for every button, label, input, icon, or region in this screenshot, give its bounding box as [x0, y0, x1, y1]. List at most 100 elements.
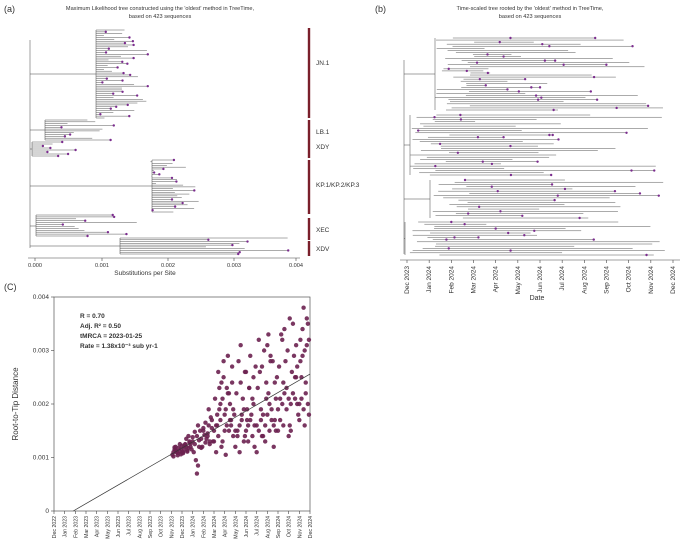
clade-label-kp: KP.1/KP.2/KP.3: [316, 182, 360, 189]
data-point: [171, 454, 176, 459]
y-tick-label: 0.002: [33, 401, 50, 408]
data-point: [286, 396, 291, 401]
x-tick-label-c: Jul 2023: [127, 516, 133, 536]
data-point: [226, 391, 232, 396]
data-point: [299, 396, 304, 401]
tree-b-tip: [450, 220, 453, 224]
tree-b-tip: [562, 63, 565, 66]
x-tick-label-c: Nov 2023: [169, 516, 175, 538]
tree-b-tip: [486, 53, 489, 56]
panel-a: (a) Maximum Likelihood tree constructed …: [4, 4, 360, 277]
x-tick-label-c: Feb 2023: [73, 516, 79, 538]
data-point: [248, 353, 253, 359]
data-point: [215, 423, 220, 428]
data-point: [222, 412, 227, 417]
tree-b-tip: [463, 223, 466, 226]
tree-b-tip: [484, 84, 487, 87]
tree-a-tip: [107, 47, 111, 50]
data-point: [194, 433, 200, 439]
data-point: [253, 364, 258, 369]
tree-b-tip: [477, 236, 480, 239]
data-point: [256, 337, 261, 342]
data-point: [257, 369, 263, 375]
tree-b-tip: [459, 113, 462, 117]
data-point: [304, 342, 309, 348]
x-tick-label-c: Jan 2024: [191, 516, 197, 537]
data-point: [301, 407, 306, 412]
data-point: [303, 380, 308, 385]
data-point: [223, 407, 228, 412]
tree-b-tip: [553, 198, 556, 202]
regression-line: [73, 373, 311, 512]
data-point: [287, 423, 292, 428]
data-point: [242, 433, 248, 439]
tree-a-tip: [175, 180, 178, 183]
clade-label-lb1: LB.1: [316, 129, 330, 136]
tree-b-tip: [477, 205, 481, 209]
tree-b-tip: [538, 86, 542, 89]
tree-b-tip: [463, 178, 467, 182]
data-point: [195, 423, 201, 428]
data-point: [272, 417, 277, 423]
tree-b-tip: [509, 173, 513, 177]
panel-a-label: (a): [4, 4, 15, 14]
data-point: [216, 433, 221, 439]
data-point: [280, 401, 285, 407]
x-tick-label-c: Aug 2023: [137, 516, 143, 538]
x-tick-label-c: May 2023: [105, 516, 111, 539]
data-point: [218, 417, 223, 423]
data-point: [274, 375, 280, 380]
data-point: [203, 440, 208, 445]
tree-a-tip: [132, 56, 135, 60]
data-point: [263, 439, 268, 444]
data-point: [301, 305, 306, 310]
tree-b-tip: [578, 216, 581, 220]
tree-a-tip: [173, 205, 177, 208]
data-point: [269, 407, 274, 412]
data-point: [265, 342, 270, 348]
tree-b-tip: [592, 238, 595, 241]
data-point: [243, 369, 249, 375]
data-point: [237, 449, 242, 455]
tree-a-tip: [112, 215, 116, 219]
data-point: [280, 337, 285, 342]
data-point: [213, 449, 219, 455]
data-point: [264, 380, 269, 385]
data-point: [177, 441, 183, 447]
x-tick-label-b: Jul 2024: [559, 266, 566, 291]
tree-a-tip: [151, 209, 154, 212]
tree-b-tip: [494, 227, 497, 230]
tree-a-tip: [121, 79, 124, 82]
data-point: [238, 380, 243, 385]
tree-b-tip: [553, 59, 557, 62]
x-tick-label-b: Mar 2024: [471, 266, 478, 294]
tree-b-tip: [595, 98, 599, 101]
data-point: [293, 342, 299, 348]
x-tick-label-b: May 2024: [515, 266, 522, 295]
x-tick-label-a: 0.001: [95, 263, 109, 269]
tree-a-tip: [126, 62, 129, 65]
data-point: [273, 396, 279, 401]
tree-a-tip: [99, 113, 102, 116]
data-point: [302, 423, 307, 428]
x-tick-label-c: Dec 2023: [180, 516, 186, 538]
x-tick-label-a: 0.004: [289, 263, 303, 269]
tree-b-tip: [548, 45, 551, 48]
x-tick-label-c: May 2024: [233, 516, 239, 539]
data-point: [229, 364, 235, 369]
data-point: [275, 407, 281, 412]
data-point: [266, 391, 271, 396]
tree-a-tip: [172, 158, 176, 162]
tree-b-tip: [459, 118, 463, 121]
tree-b-tip: [646, 104, 650, 108]
tree-a-tip: [238, 251, 241, 254]
data-point: [195, 463, 201, 468]
y-tick-label: 0.003: [33, 348, 50, 355]
data-point: [290, 321, 296, 326]
data-point: [259, 364, 265, 369]
data-point: [217, 385, 222, 391]
x-tick-label-b: Dec 2023: [404, 266, 411, 294]
data-point: [304, 316, 309, 321]
data-point: [292, 396, 298, 401]
